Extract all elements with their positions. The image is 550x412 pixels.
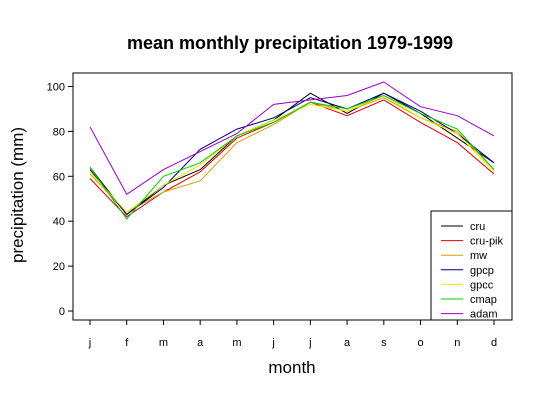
legend-label-cru-pik: cru-pik [470,236,504,248]
series-line-adam [89,81,495,196]
x-tick-label: a [344,337,351,349]
y-tick-label: 100 [47,81,65,93]
y-tick-label: 0 [59,306,65,318]
x-tick-label: o [417,337,423,349]
legend-label-mw: mw [470,250,487,262]
x-tick-label: m [232,337,241,349]
x-tick-label: d [491,337,497,349]
legend-label-gpcp: gpcp [470,265,494,277]
x-tick-label: j [88,337,91,349]
legend-label-adam: adam [470,309,498,321]
x-tick-label: j [271,337,274,349]
y-tick-label: 60 [53,171,65,183]
plot-frame [72,72,513,321]
x-tick-label: a [197,337,204,349]
legend-label-cru: cru [470,221,485,233]
series-line-cru [89,92,495,216]
series-line-cmap [89,94,495,220]
legend-label-gpcc: gpcc [470,279,494,291]
x-tick-label: s [381,337,387,349]
legend: cru cru-pik mw gpcp gpcc cmap adam [430,210,513,321]
x-tick-label: n [454,337,460,349]
x-tick-label: f [125,337,129,349]
chart-title: mean monthly precipitation 1979-1999 [127,33,453,53]
y-axis-label: precipitation (mm) [8,127,27,263]
x-axis-label: month [268,358,315,377]
x-tick-label: j [308,337,311,349]
y-axis: 0 20 40 60 80 100 [47,81,73,318]
legend-label-cmap: cmap [470,294,497,306]
legend-box [430,210,513,321]
x-tick-label: m [159,337,168,349]
y-tick-label: 20 [53,261,65,273]
series-lines [89,81,495,220]
series-line-gpcp [89,92,495,216]
y-tick-label: 40 [53,216,65,228]
y-tick-label: 80 [53,126,65,138]
